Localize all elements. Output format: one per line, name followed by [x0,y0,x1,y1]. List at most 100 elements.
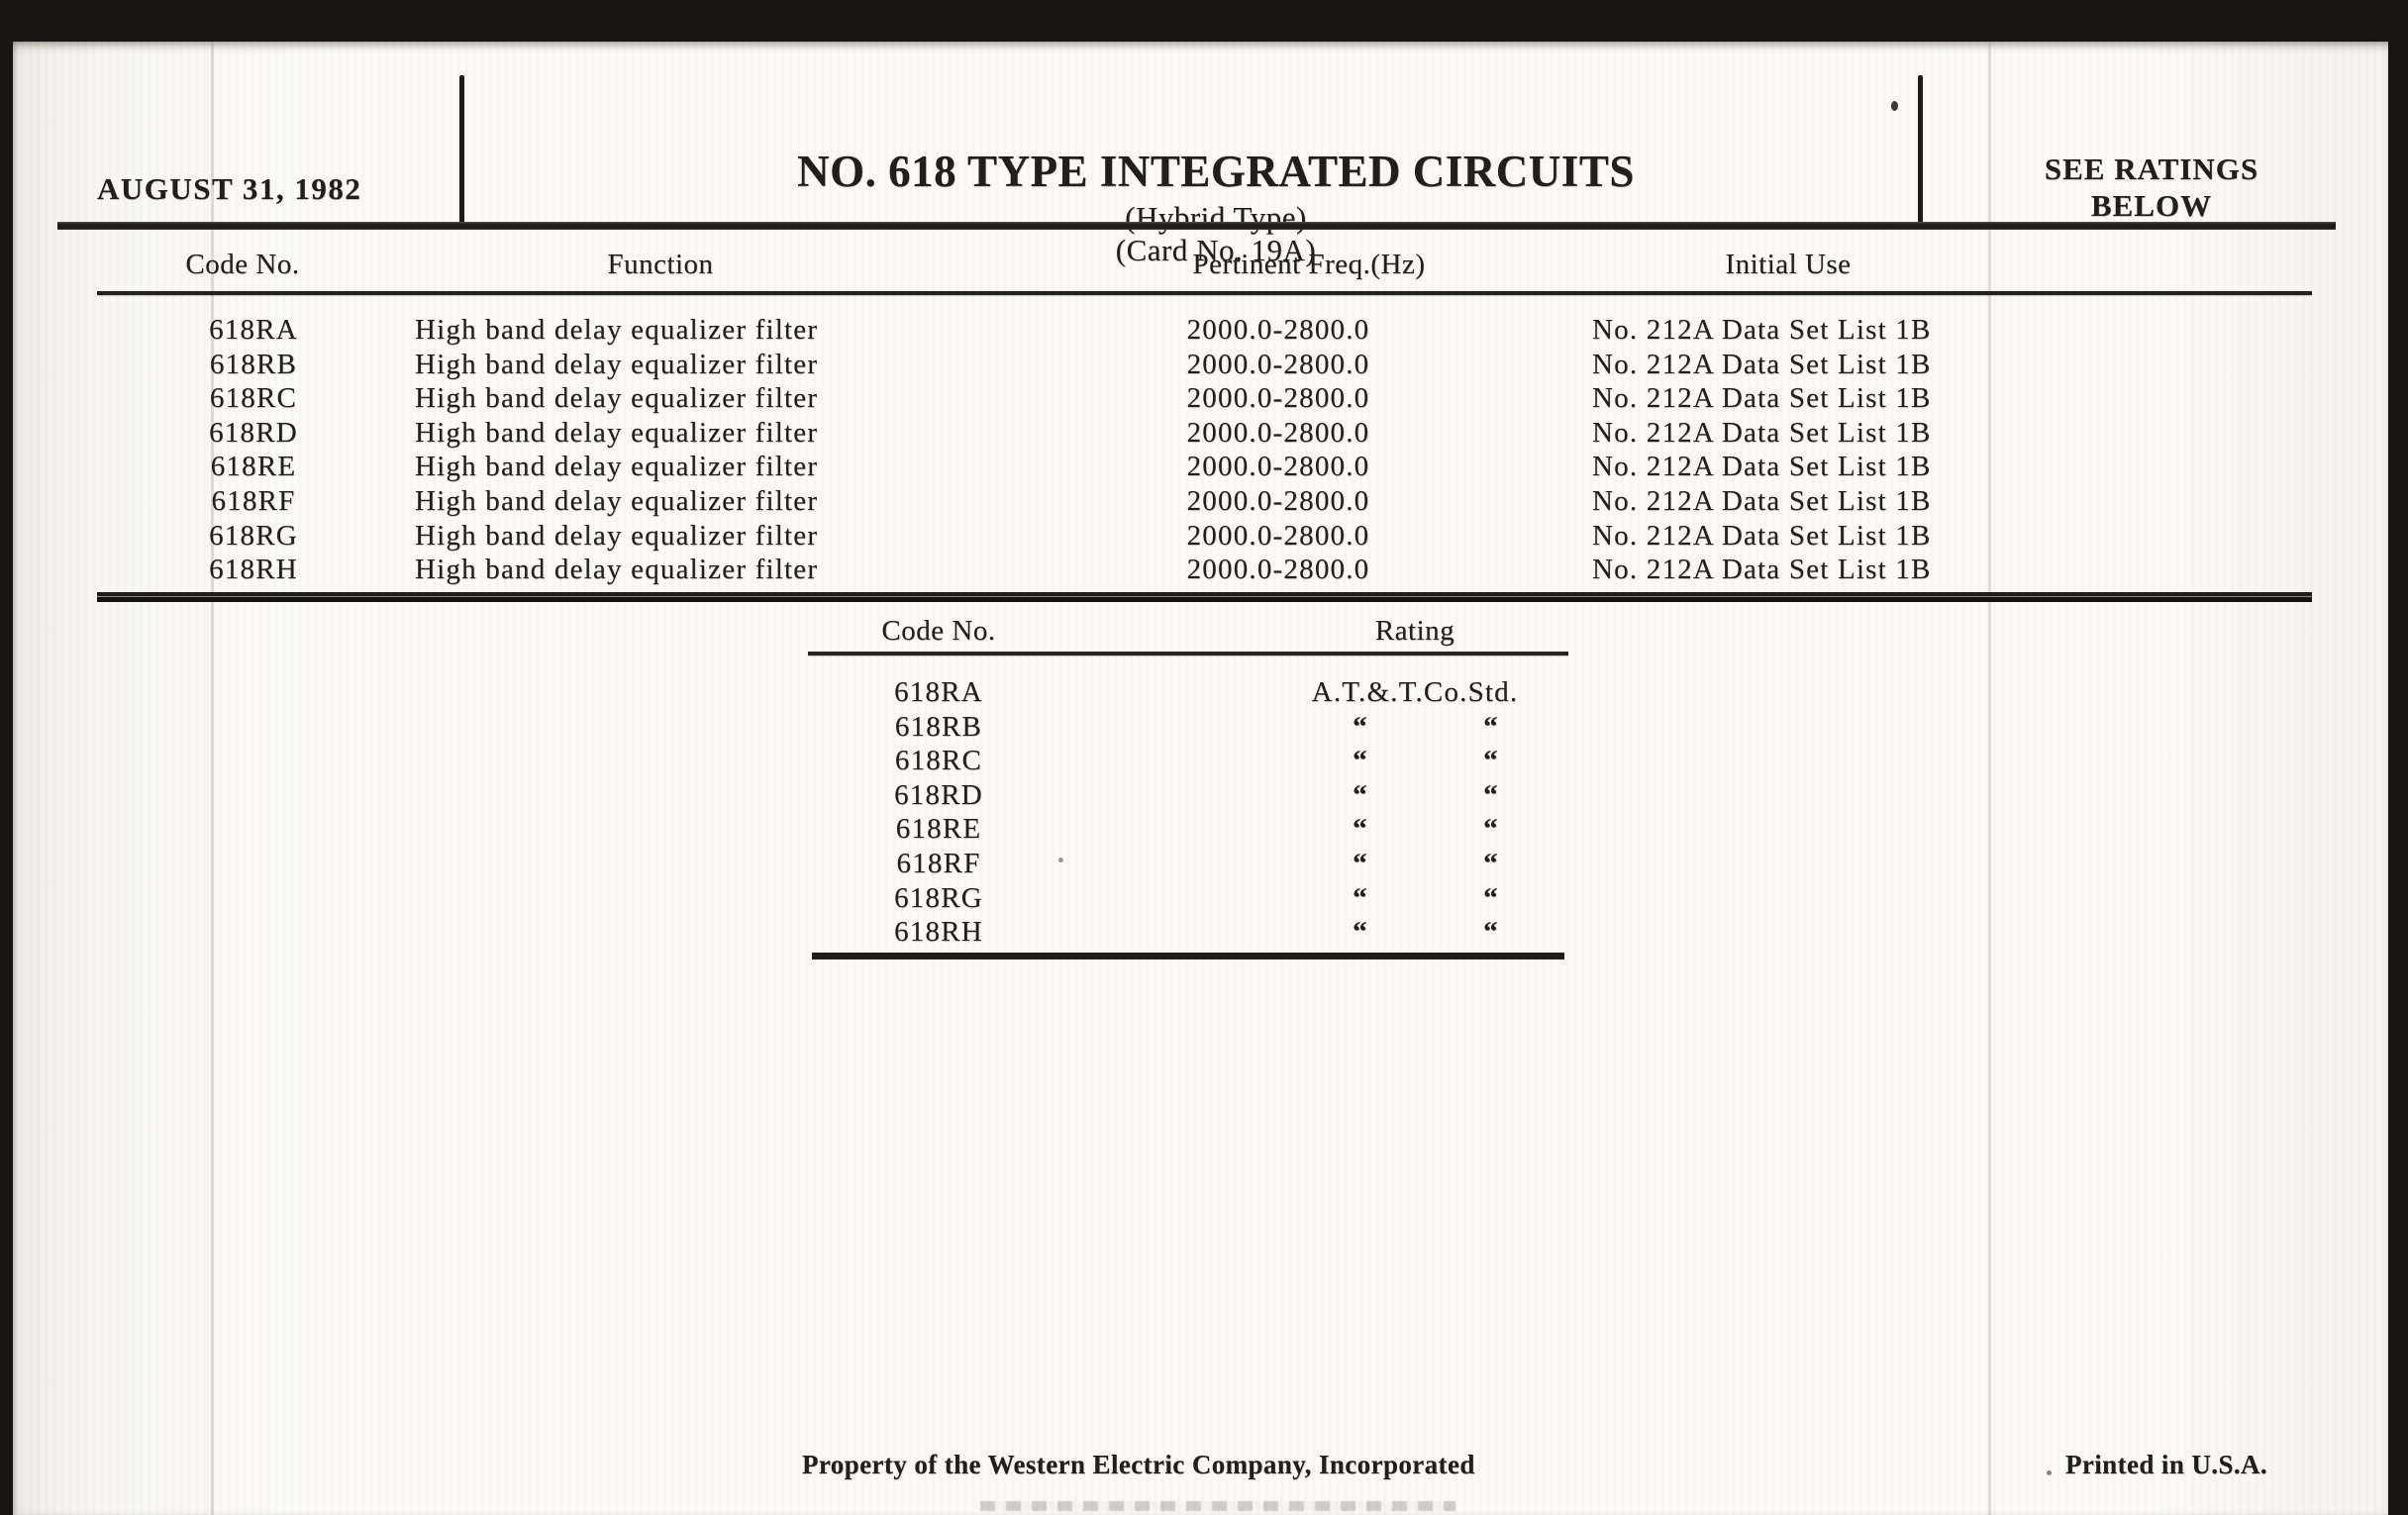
cell-freq: 2000.0-2800.0 [1186,348,1370,380]
cell-initial-use: No. 212A Data Set List 1B [1592,348,1932,380]
table-row: 618RD “ “ [808,778,1568,813]
scan-seam-artifact [1988,42,1991,1515]
cell-freq: 2000.0-2800.0 [1186,554,1370,586]
cell-code: 618RF [896,847,981,879]
subtitle-card-no: (Card No. 19A) [1115,233,1317,267]
ditto-mark: “ [1353,710,1368,743]
cell-code: 618RF [211,484,296,517]
cell-freq: 2000.0-2800.0 [1186,484,1370,517]
table-row: 618RC High band delay equalizer filter 200… [97,381,2312,416]
header-divider-left [459,75,464,226]
ditto-mark: “ [1353,778,1368,811]
rating-column-header-rating: Rating [1374,615,1455,647]
cell-function: High band delay equalizer filter [415,451,819,483]
main-table-bottom-rule [97,592,2312,602]
table-row: 618RF “ “ [808,847,1568,881]
ditto-mark: “ [1483,881,1499,914]
cell-code: 618RA [209,314,298,346]
cutoff-text-artifact [980,1501,1455,1511]
cell-function: High band delay equalizer filter [415,382,819,415]
printed-in-usa: Printed in U.S.A. [2065,1450,2268,1479]
cell-rating: A.T.&.T.Co.Std. [1311,676,1519,708]
cell-initial-use: No. 212A Data Set List 1B [1592,554,1932,586]
cell-function: High band delay equalizer filter [415,314,819,346]
ditto-mark: “ [1483,710,1499,743]
ditto-mark: “ [1483,813,1499,846]
issue-date: AUGUST 31, 1982 [97,171,362,206]
ditto-mark: “ [1353,813,1368,846]
cell-freq: 2000.0-2800.0 [1186,382,1370,415]
scan-speck [2047,1470,2052,1475]
table-row: 618RC “ “ [808,744,1568,778]
header-rule [57,222,2336,230]
cell-function: High band delay equalizer filter [415,348,819,380]
ditto-mark: “ [1483,847,1499,879]
rating-column-header-code: Code No. [881,615,996,647]
cell-function: High band delay equalizer filter [415,519,819,552]
column-header-freq: Pertinent Freq.(Hz) [1192,249,1426,280]
table-row: 618RH High band delay equalizer filter 200… [97,553,2312,587]
scan-speck [1891,101,1898,111]
rating-table-bottom-rule [812,953,1564,960]
cell-initial-use: No. 212A Data Set List 1B [1592,314,1932,346]
cell-freq: 2000.0-2800.0 [1186,314,1370,346]
cell-function: High band delay equalizer filter [415,554,819,586]
main-table-rows: 618RA High band delay equalizer filter 200… [97,313,2312,587]
cell-code: 618RC [894,745,983,777]
property-notice: Property of the Western Electric Company… [802,1450,1475,1479]
column-header-function: Function [607,249,714,280]
ditto-mark: “ [1353,847,1368,879]
page-title: NO. 618 TYPE INTEGRATED CIRCUITS [797,147,1635,196]
cell-code: 618RH [209,554,298,586]
ditto-mark: “ [1353,745,1368,777]
ditto-mark: “ [1483,745,1499,777]
cell-function: High band delay equalizer filter [415,484,819,517]
cell-code: 618RC [209,382,298,415]
cell-code: 618RA [894,676,983,708]
ditto-mark: “ [1483,916,1499,949]
scan-seam-artifact [211,42,214,1515]
rating-table-rows: 618RA A.T.&.T.Co.Std. 618RB ““618RC ““618RD “… [808,675,1568,950]
cell-initial-use: No. 212A Data Set List 1B [1592,484,1932,517]
table-row: 618RE High band delay equalizer filter 200… [97,450,2312,484]
cell-freq: 2000.0-2800.0 [1186,451,1370,483]
ditto-mark: “ [1353,881,1368,914]
table-row: 618RB “ “ [808,710,1568,745]
cell-initial-use: No. 212A Data Set List 1B [1592,519,1932,552]
table-row: 618RA A.T.&.T.Co.Std. [808,675,1568,710]
ditto-mark: “ [1353,916,1368,949]
cell-freq: 2000.0-2800.0 [1186,416,1370,449]
column-header-code: Code No. [185,249,300,280]
cell-initial-use: No. 212A Data Set List 1B [1592,451,1932,483]
cell-code: 618RB [209,348,298,380]
ratings-note-line1: SEE RATINGS [2044,152,2259,186]
cell-code: 618RE [895,813,982,846]
table-row: 618RE “ “ [808,812,1568,847]
cell-freq: 2000.0-2800.0 [1186,519,1370,552]
table-row: 618RB High band delay equalizer filter 200… [97,348,2312,382]
table-row: 618RG “ “ [808,881,1568,916]
cell-function: High band delay equalizer filter [415,416,819,449]
scan-speck [1058,858,1063,862]
card-page: AUGUST 31, 1982 NO. 618 TYPE INTEGRATED … [13,42,2388,1515]
table-row: 618RF High band delay equalizer filter 200… [97,484,2312,519]
cell-initial-use: No. 212A Data Set List 1B [1592,416,1932,449]
table-row: 618RG High band delay equalizer filter 200… [97,519,2312,554]
table-row: 618RA High band delay equalizer filter 200… [97,313,2312,348]
cell-code: 618RH [894,916,983,949]
cell-initial-use: No. 212A Data Set List 1B [1592,382,1932,415]
ratings-note: SEE RATINGS BELOW [1973,151,2330,224]
table-row: 618RH “ “ [808,915,1568,950]
ratings-note-line2: BELOW [2090,188,2213,223]
cell-code: 618RB [894,710,983,743]
cell-code: 618RG [209,519,298,552]
cell-code: 618RG [894,881,983,914]
column-header-initial-use: Initial Use [1725,249,1852,280]
cell-code: 618RD [209,416,298,449]
cell-code: 618RD [894,778,983,811]
cell-code: 618RE [210,451,297,483]
table-row: 618RD High band delay equalizer filter 200… [97,416,2312,451]
ditto-mark: “ [1483,778,1499,811]
header-divider-right [1918,75,1923,226]
